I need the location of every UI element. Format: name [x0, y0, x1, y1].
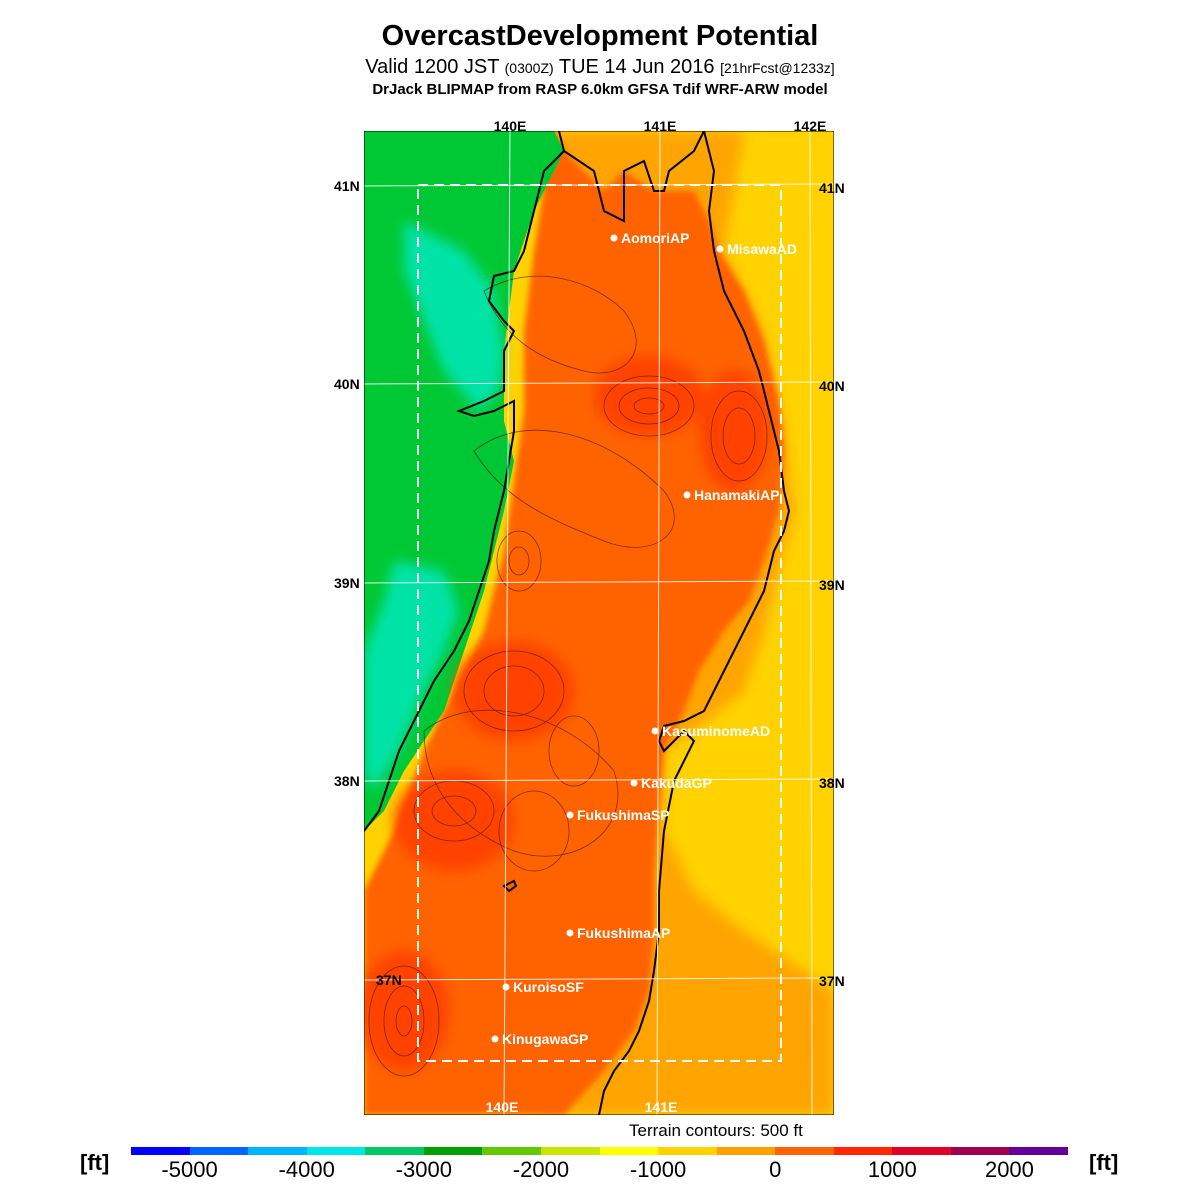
- colorbar-tick-label: -4000: [278, 1157, 335, 1182]
- colorbar-segment: [540, 1147, 600, 1155]
- station-marker-kinugawagp: [491, 1035, 499, 1043]
- colorbar-tick-label: 1000: [867, 1157, 917, 1182]
- station-label-fukushimasp: FukushimaSP: [577, 807, 670, 823]
- station-label-aomoriap: AomoriAP: [621, 230, 689, 246]
- forecast-map: AomoriAP MisawaAD HanamakiAP KasuminomeAD Ka…: [334, 118, 845, 1115]
- station-marker-fukushimaap: [566, 929, 574, 937]
- inner-domain-box: [417, 184, 782, 1062]
- station-label-hanamakiap: HanamakiAP: [694, 487, 780, 503]
- map-subtitle: Valid 1200 JST (0300Z) TUE 14 Jun 2016 […: [0, 56, 1200, 79]
- lon-label-bottom-141e: 141E: [644, 1099, 678, 1115]
- map-canvas: AomoriAP MisawaAD HanamakiAP KasuminomeAD Ka…: [364, 131, 834, 1115]
- lon-label-bottom-140e: 140E: [485, 1099, 519, 1115]
- colorbar-segment: [482, 1147, 541, 1155]
- stations-layer: AomoriAP MisawaAD HanamakiAP KasuminomeAD Ka…: [491, 230, 797, 1047]
- station-marker-hanamakiap: [683, 491, 691, 499]
- lat-label-right-37n: 37N: [819, 973, 845, 989]
- station-label-misawaad: MisawaAD: [727, 241, 797, 257]
- valid-time-utc: (0300Z): [504, 60, 554, 76]
- terrain-contours: [368, 275, 768, 1077]
- colorbar-tick-label: 0: [769, 1157, 782, 1182]
- colorbar-unit-right: [ft]: [1089, 1150, 1119, 1175]
- colorbar-segment: [950, 1147, 1010, 1155]
- station-label-kinugawagp: KinugawaGP: [502, 1031, 588, 1047]
- colorbar-unit-left: [ft]: [80, 1150, 110, 1175]
- colorbar-segment: [775, 1147, 834, 1155]
- lat-label-left-38n: 38N: [334, 773, 360, 789]
- colorbar-segment: [365, 1147, 424, 1155]
- station-marker-kakudagp: [630, 779, 638, 787]
- station-marker-kasuminomead: [651, 727, 659, 735]
- colorbar-tick-label: 2000: [984, 1157, 1034, 1182]
- colorbar-tick-label: -1000: [629, 1157, 687, 1182]
- lon-label-top-142e: 142E: [793, 118, 827, 134]
- colorbar-segment: [131, 1147, 190, 1155]
- colorbar-segment: [892, 1147, 951, 1155]
- station-marker-kuroisosf: [502, 983, 510, 991]
- colorbar-segment: [423, 1147, 483, 1155]
- colorbar-segment: [1009, 1147, 1068, 1155]
- colorbar-segment: [716, 1147, 776, 1155]
- forecast-info: [21hrFcst@1233z]: [720, 60, 835, 76]
- lat-label-left-37n: 37N: [376, 972, 402, 988]
- colorbar-segment: [306, 1147, 366, 1155]
- colorbar-segment: [658, 1147, 717, 1155]
- colorbar-segment: [189, 1147, 249, 1155]
- colorbar-segment: [599, 1147, 659, 1155]
- valid-date: TUE 14 Jun 2016: [558, 56, 715, 78]
- lon-label-top-141e: 141E: [643, 118, 677, 134]
- terrain-contour-note: Terrain contours: 500 ft: [629, 1121, 803, 1140]
- colorbar-tick-label: -3000: [395, 1157, 452, 1182]
- map-title: OvercastDevelopment Potential: [381, 20, 819, 52]
- lat-label-left-41n: 41N: [334, 178, 360, 194]
- lon-label-top-140e: 140E: [493, 118, 527, 134]
- sea-west-near-field: [364, 221, 504, 791]
- lat-label-left-40n: 40N: [334, 376, 360, 392]
- station-label-kasuminomead: KasuminomeAD: [662, 723, 770, 739]
- valid-time: Valid 1200 JST: [365, 56, 500, 78]
- colorbar-tick-label: -5000: [161, 1157, 218, 1182]
- station-marker-aomoriap: [610, 234, 618, 242]
- coastline: [364, 131, 705, 893]
- lat-label-right-38n: 38N: [819, 775, 845, 791]
- lat-label-right-41n: 41N: [819, 180, 845, 196]
- station-label-kuroisosf: KuroisoSF: [513, 979, 584, 995]
- station-marker-misawaad: [716, 245, 724, 253]
- lat-label-left-39n: 39N: [334, 575, 360, 591]
- station-label-kakudagp: KakudaGP: [641, 775, 712, 791]
- high-potential-cores: [364, 356, 769, 1071]
- lat-label-right-39n: 39N: [819, 577, 845, 593]
- colorbar-segment: [248, 1147, 307, 1155]
- model-description: DrJack BLIPMAP from RASP 6.0km GFSA Tdif…: [372, 81, 828, 98]
- colorbar: [131, 1147, 1068, 1155]
- station-label-fukushimaap: FukushimaAP: [577, 925, 670, 941]
- colorbar-tick-label: -2000: [512, 1157, 570, 1182]
- coastline-east: [598, 131, 791, 1115]
- colorbar-segment: [833, 1147, 893, 1155]
- station-marker-fukushimasp: [566, 811, 574, 819]
- lat-label-right-40n: 40N: [819, 378, 845, 394]
